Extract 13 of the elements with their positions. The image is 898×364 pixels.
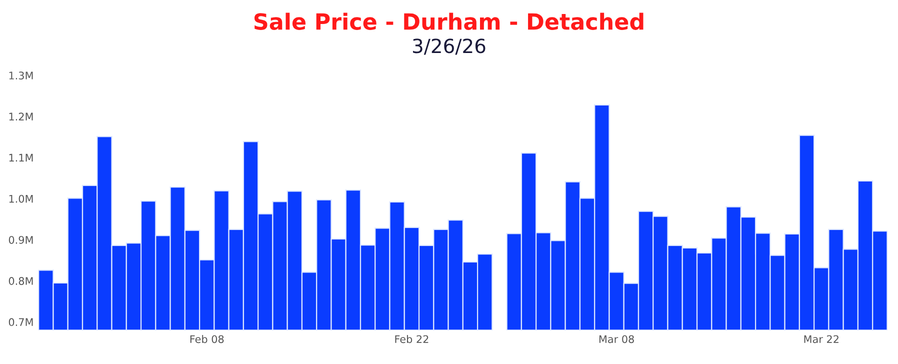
y-tick-label: 1.0M: [9, 194, 33, 203]
x-tick-label: Mar 08: [599, 335, 634, 344]
y-tick-label: 1.2M: [9, 112, 33, 120]
x-tick-label: Mar 22: [804, 335, 838, 344]
y-tick-label: 0.8M: [8, 277, 33, 285]
y-tick-label: 1.1M: [9, 154, 33, 162]
x-tick-label: Feb 22: [395, 335, 428, 344]
x-tick-label: Feb 08: [190, 335, 224, 344]
y-tick-label: 0.9M: [8, 236, 33, 244]
chart-title: Sale Price - Durham - Detached: [254, 12, 644, 30]
y-tick-label: 0.7M: [8, 318, 33, 326]
y-tick-label: 1.3M: [9, 72, 33, 80]
chart-subtitle: 3/26/26: [413, 38, 486, 55]
